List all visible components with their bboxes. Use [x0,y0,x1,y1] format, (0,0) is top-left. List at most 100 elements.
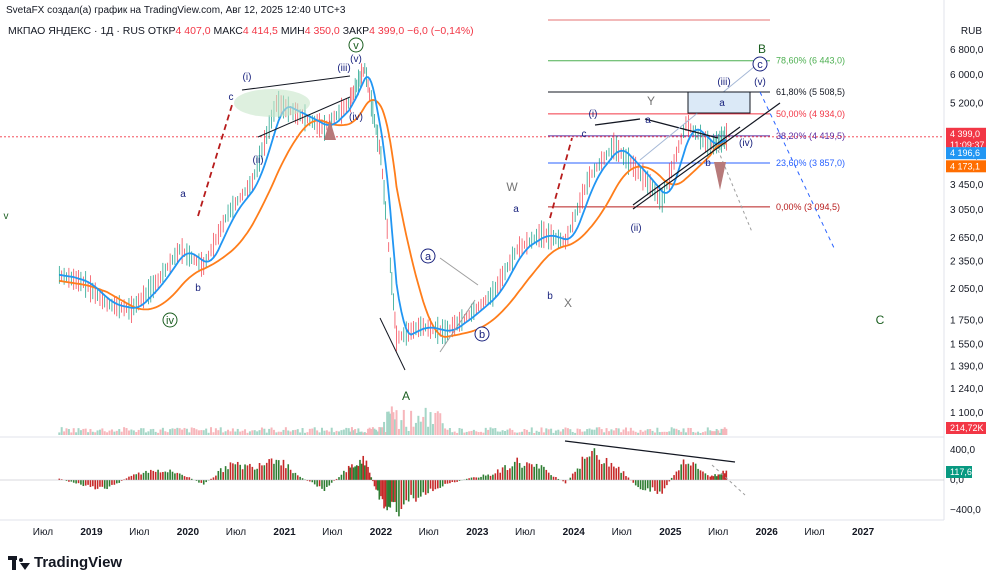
volume-bar [84,428,87,435]
oscillator-bar [717,474,720,480]
volume-bar [365,432,368,435]
oscillator-bar [128,476,130,480]
wave-label: X [564,296,572,310]
volume-bar [392,412,395,435]
oscillator-bar [118,480,121,483]
volume-bar [161,427,164,435]
volume-bar [612,430,615,435]
low-label: МИН [280,25,305,37]
volume-bar [677,430,680,435]
wave-label: a [719,98,725,109]
volume-bar [354,429,357,435]
volume-bar [325,430,328,435]
oscillator-bar [697,468,699,480]
volume-bar [581,431,584,435]
volume-bar [149,429,152,435]
oscillator-bar [722,470,724,480]
oscillator-bar [473,477,475,480]
oscillator-bar [65,480,68,481]
volume-bar [559,431,562,435]
volume-bar [525,429,528,435]
volume-bar [94,432,97,435]
volume-bar [355,432,358,435]
oscillator-bar [389,480,392,508]
volume-bar [405,426,408,435]
volume-bar [253,430,256,435]
volume-bar [171,428,174,435]
volume-bar [496,431,499,435]
volume-bar [410,410,413,435]
volume-bar [386,411,389,435]
oscillator-bar [706,475,709,480]
volume-bar [270,427,273,435]
volume-bar [715,428,718,435]
oscillator-bar [475,477,478,480]
volume-bar [709,430,712,435]
projection-line [759,91,836,251]
fib-level-label: 38,20% (4 419,5) [776,131,845,141]
oscillator-bar [392,480,395,503]
oscillator-bar [622,471,625,480]
oscillator-bar [94,480,97,490]
oscillator-bar [412,480,415,499]
oscillator-bar [642,480,644,491]
fib-level-label: 78,60% (6 443,0) [776,56,845,66]
volume-bar [387,411,390,435]
volume-bar [603,432,606,435]
oscillator-bar [135,474,138,480]
oscillator-bar [330,480,333,483]
oscillator-bar [343,470,345,480]
wave-label: B [758,42,766,56]
volume-bar [142,428,145,435]
oscillator-bar [489,475,492,480]
oscillator-bar [326,480,328,487]
oscillator-bar [405,480,408,501]
oscillator-bar [417,480,420,498]
oscillator-bar [661,480,663,494]
volume-bar [487,429,490,435]
time-tick: 2019 [80,527,103,538]
price-tick: 6 000,0 [950,70,984,81]
tv-logo-icon [8,555,30,570]
oscillator-bar [92,480,94,487]
oscillator-bar [335,478,338,480]
volume-bar [263,428,266,435]
oscillator-bar [217,470,220,480]
volume-bar [456,432,459,435]
volume-bar [236,428,239,435]
volume-bar [458,428,461,435]
oscillator-bar [501,467,504,480]
volume-bar [451,432,454,435]
oscillator-bar [571,473,574,480]
volume-bar [480,431,483,435]
volume-bar [429,412,432,435]
trendline [632,126,741,206]
volume-bar [390,406,393,435]
oscillator-bar [617,466,620,480]
wave-label: a [513,204,519,215]
wave-label-circle [420,248,436,264]
oscillator-bar [516,457,518,480]
oscillator-tick: 0,0 [950,475,964,486]
volume-bar [484,427,487,435]
volume-bar [280,431,283,435]
volume-bar [272,429,275,435]
volume-bar [91,431,94,435]
volume-bar [110,429,113,435]
volume-bar [530,427,533,435]
volume-bar [605,428,608,435]
volume-bar [265,432,268,435]
volume-bar [723,427,726,435]
price-tick: 5 200,0 [950,98,984,109]
oscillator-bar [316,480,318,487]
oscillator-bar [296,475,299,480]
oscillator-bar [410,480,412,495]
oscillator-bar [154,471,157,480]
volume-bar [82,428,85,435]
volume-bar [258,430,261,435]
oscillator-bar [166,472,169,480]
oscillator-bar [451,480,454,482]
volume-bar [89,428,92,435]
trendline [632,102,781,210]
